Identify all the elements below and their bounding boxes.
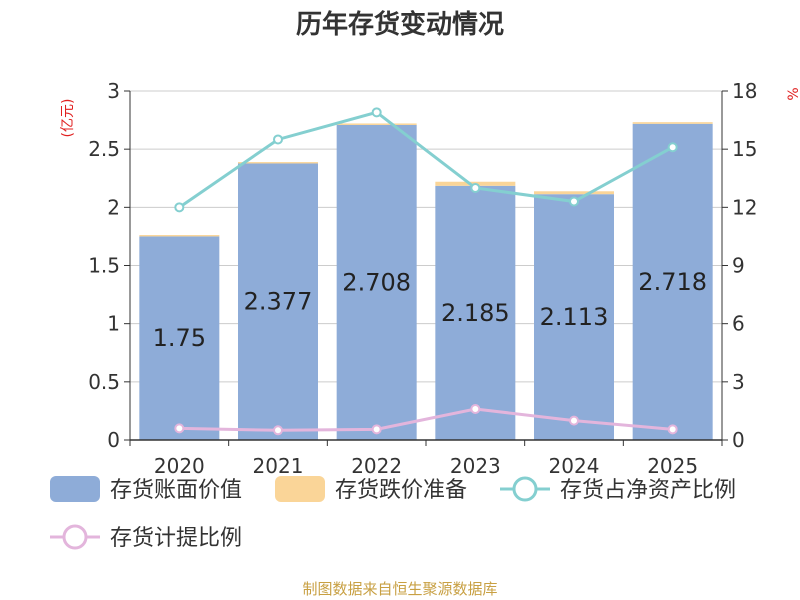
- bar-book-value: [238, 163, 318, 441]
- provision-line-point: [470, 403, 481, 414]
- y-axis-tick-label: 1: [107, 312, 120, 336]
- legend-swatch-marker: [62, 524, 88, 550]
- ratio-line-point: [470, 182, 481, 193]
- provision-line-point: [569, 415, 579, 426]
- bar-impairment: [632, 122, 713, 124]
- y-axis-tick-label: 2.5: [88, 137, 120, 161]
- y2-axis-tick-label: 6: [732, 312, 745, 336]
- bar-data-label: 2.185: [441, 299, 510, 327]
- bar-data-label: 2.718: [638, 268, 707, 296]
- bar-book-value: [534, 194, 614, 440]
- chart-title: 历年存货变动情况: [295, 10, 504, 40]
- legend-label: 存货计提比例: [110, 526, 242, 551]
- y2-axis-tick-label: 15: [732, 137, 757, 161]
- legend-swatch: [50, 476, 100, 502]
- legend-label: 存货跌价准备: [335, 478, 467, 503]
- y2-axis-unit-label: %: [786, 87, 800, 100]
- bar-impairment: [139, 235, 220, 237]
- source-note: 制图数据来自恒生聚源数据库: [302, 580, 498, 598]
- legend-swatch-marker: [512, 476, 538, 502]
- ratio-line-point: [569, 196, 579, 207]
- provision-line-point: [667, 424, 678, 435]
- x-axis-tick-label: 2021: [253, 454, 304, 478]
- bar-impairment: [238, 162, 318, 164]
- bar-book-value: [632, 123, 713, 440]
- legend-label: 存货账面价值: [110, 478, 242, 503]
- bar-data-label: 2.708: [342, 268, 411, 296]
- x-axis-tick-label: 2023: [450, 454, 501, 478]
- x-axis-tick-label: 2025: [647, 454, 698, 478]
- bar-impairment: [336, 123, 417, 125]
- y-axis-tick-label: 2: [107, 195, 120, 219]
- ratio-line-point: [174, 202, 185, 213]
- y2-axis-tick-label: 3: [732, 370, 745, 394]
- y-axis-tick-label: 0: [107, 428, 120, 452]
- ratio-line: [178, 110, 674, 209]
- ratio-line-point: [667, 142, 678, 153]
- y-axis-tick-label: 0.5: [88, 370, 120, 394]
- x-axis-tick-label: 2022: [351, 454, 402, 478]
- bar-book-value: [336, 124, 417, 440]
- bar-data-label: 1.75: [153, 324, 206, 352]
- legend-swatch: [275, 476, 325, 502]
- y2-axis-tick-label: 0: [732, 428, 745, 452]
- y2-axis-tick-label: 9: [732, 254, 745, 278]
- bar-impairment: [534, 191, 614, 195]
- provision-line: [179, 407, 673, 432]
- x-axis-tick-label: 2020: [154, 454, 205, 478]
- provision-line-point: [174, 423, 185, 434]
- bar-book-value: [435, 185, 516, 440]
- y-axis-unit-label: (亿元): [60, 99, 76, 138]
- y-axis-tick-label: 1.5: [88, 254, 120, 278]
- y-axis-tick-label: 3: [107, 79, 120, 103]
- x-axis-tick-label: 2024: [549, 454, 600, 478]
- provision-line-point: [371, 424, 382, 435]
- provision-line-point: [273, 425, 283, 436]
- bar-book-value: [139, 236, 220, 440]
- legend-label: 存货占净资产比例: [560, 478, 736, 503]
- bar-data-label: 2.377: [244, 288, 313, 316]
- y2-axis-tick-label: 18: [732, 79, 757, 103]
- bar-data-label: 2.113: [540, 303, 609, 331]
- ratio-line-point: [273, 134, 283, 145]
- ratio-line-point: [371, 107, 382, 118]
- y2-axis-tick-label: 12: [732, 195, 757, 219]
